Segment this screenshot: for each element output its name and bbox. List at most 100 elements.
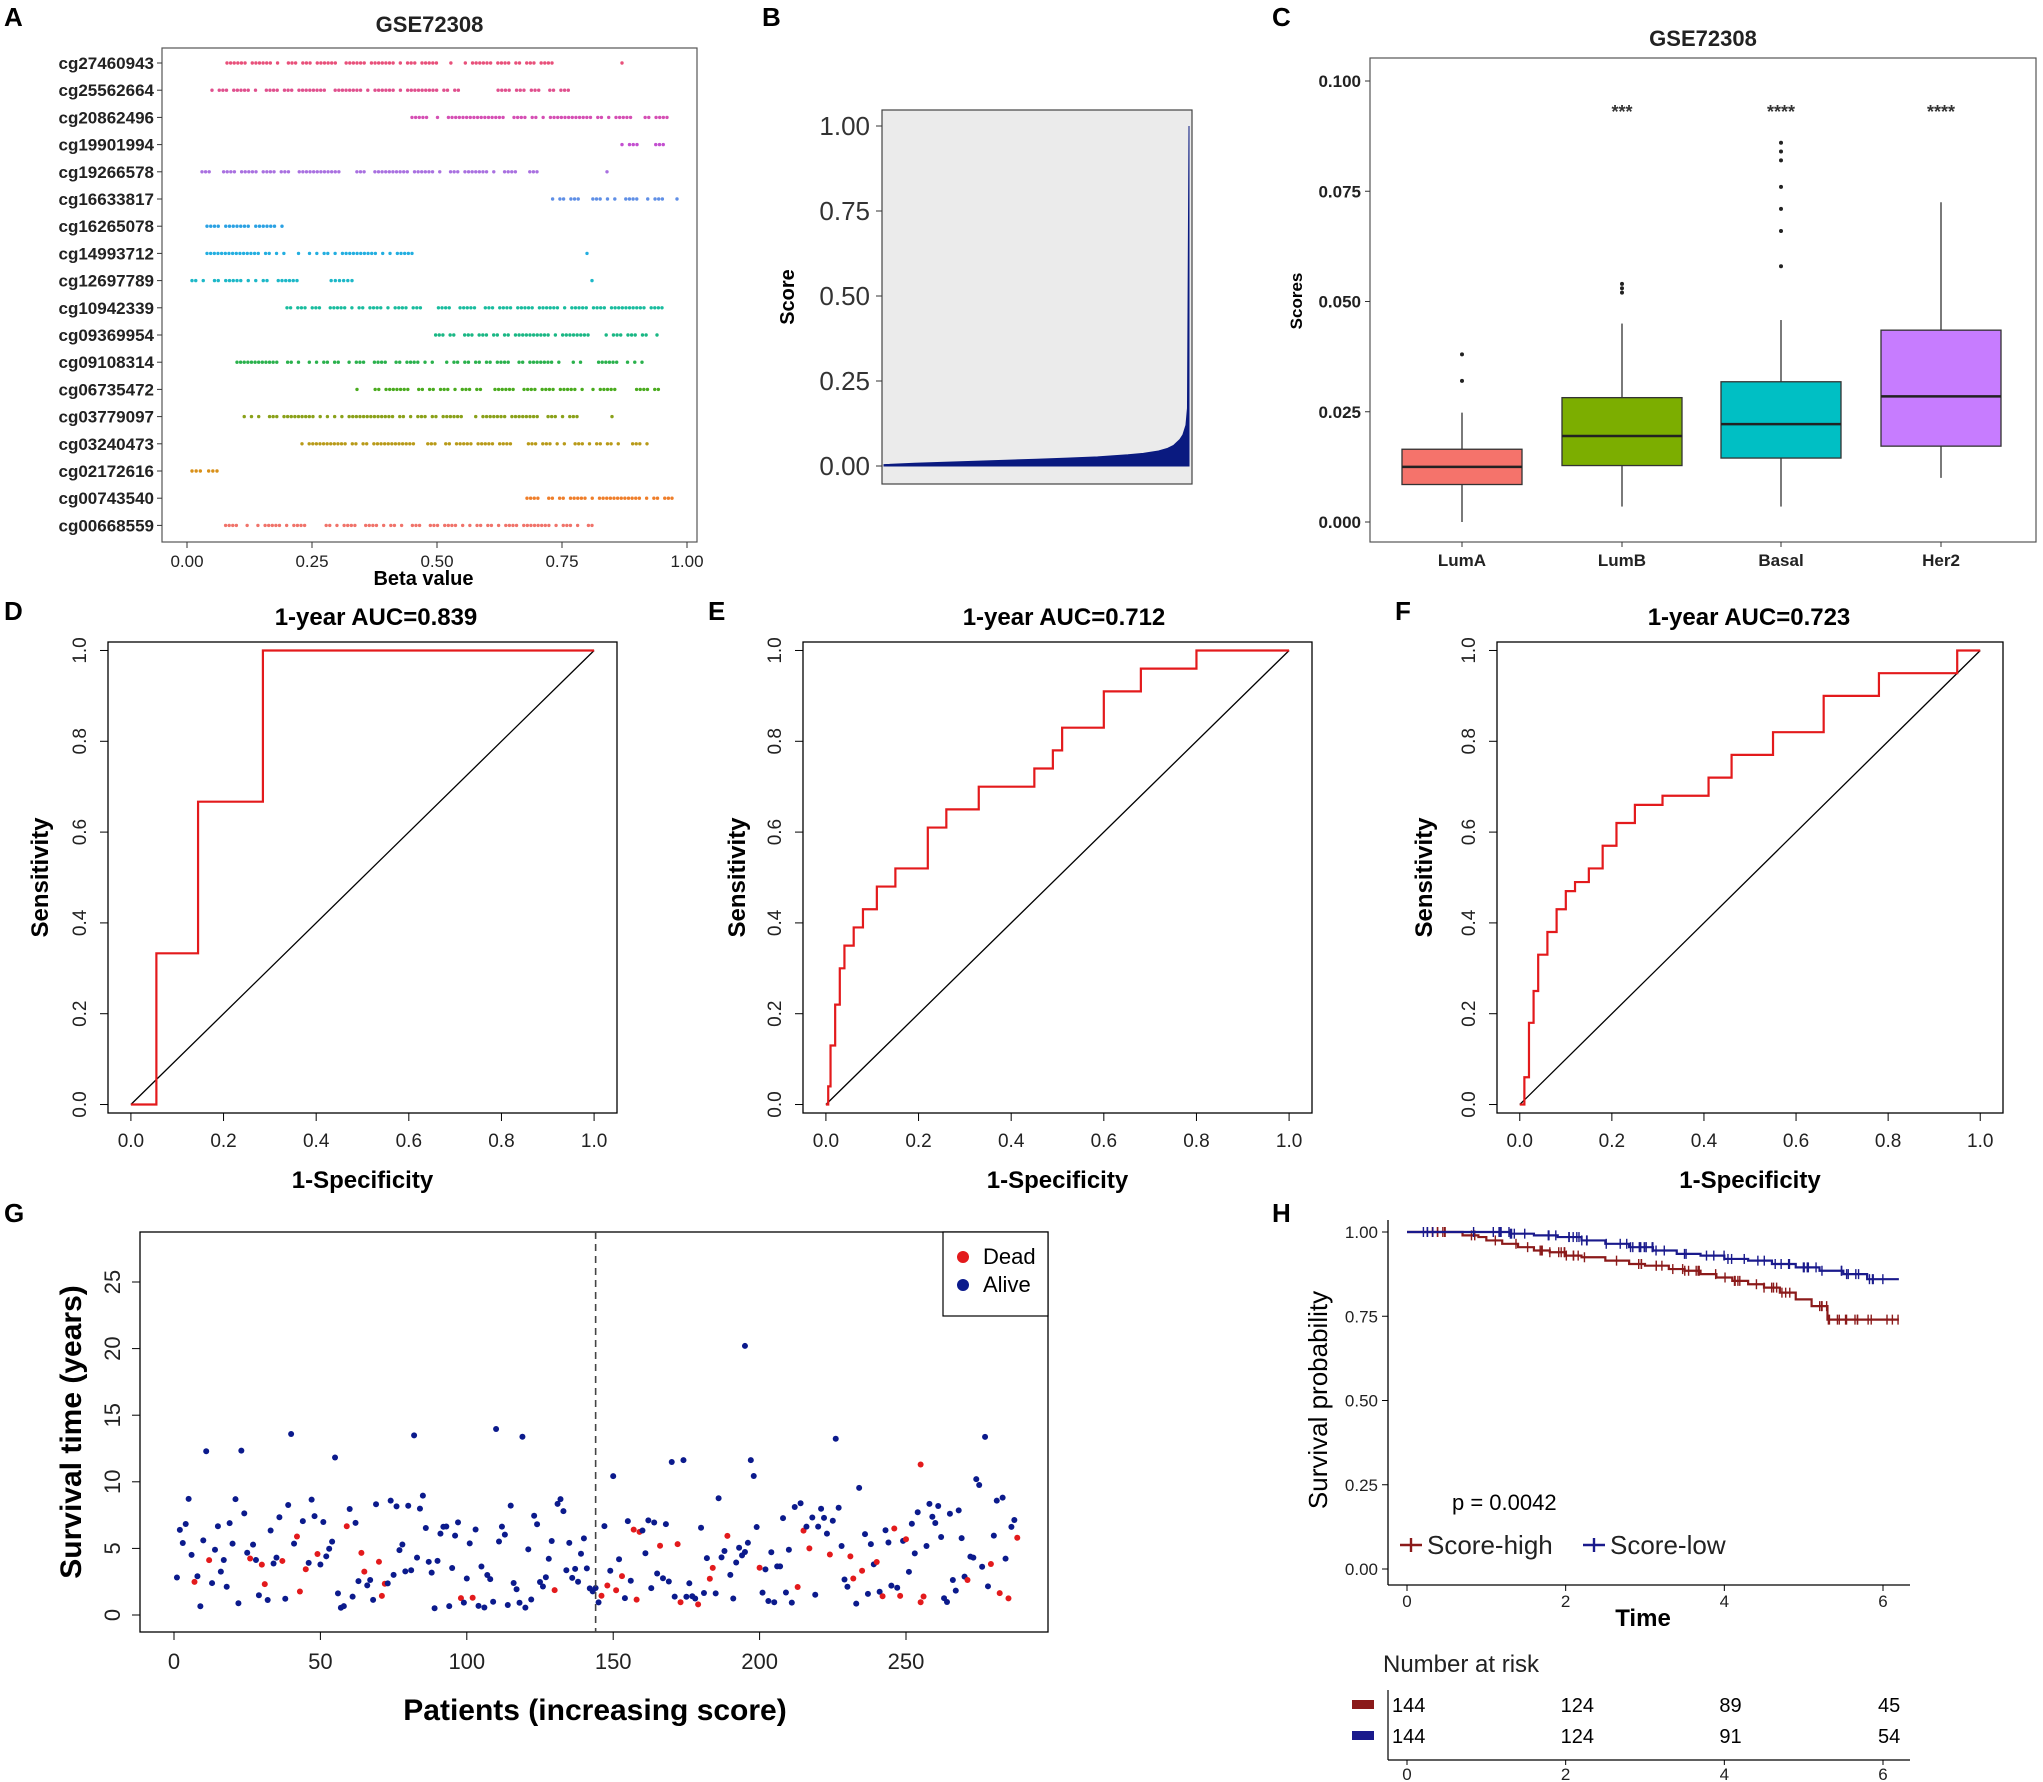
row-label: cg00668559 <box>59 516 154 535</box>
data-point <box>612 496 616 500</box>
data-point <box>430 414 435 419</box>
data-point <box>477 333 481 337</box>
data-point <box>434 61 439 65</box>
data-point <box>260 360 265 364</box>
data-point <box>483 115 487 120</box>
data-point <box>405 61 410 65</box>
data-point <box>241 1510 248 1517</box>
data-point <box>882 1527 889 1534</box>
data-point <box>670 496 674 500</box>
data-point <box>621 115 625 120</box>
data-point <box>324 523 328 528</box>
data-point <box>879 1593 886 1600</box>
p-value: p = 0.0042 <box>1452 1490 1557 1515</box>
data-point <box>625 115 629 120</box>
data-point <box>654 115 658 120</box>
data-point <box>243 170 247 174</box>
data-point <box>495 360 500 364</box>
data-point <box>484 360 489 364</box>
data-point <box>999 1494 1006 1501</box>
data-point <box>332 1454 339 1461</box>
data-point <box>587 442 592 446</box>
data-point <box>529 387 533 392</box>
data-point <box>629 333 634 337</box>
data-point <box>806 1545 813 1552</box>
data-point <box>342 523 346 528</box>
data-point <box>533 88 537 92</box>
data-point <box>280 278 284 283</box>
data-point <box>600 360 604 364</box>
data-point <box>415 306 419 310</box>
data-point <box>666 496 671 500</box>
data-point <box>500 387 504 392</box>
data-point <box>481 170 485 174</box>
row-label: cg19901994 <box>59 136 155 155</box>
data-point <box>474 61 478 65</box>
data-point <box>524 333 529 337</box>
data-point <box>686 1580 693 1587</box>
data-point <box>541 115 545 120</box>
data-point <box>295 278 299 283</box>
data-point <box>653 306 657 310</box>
data-point <box>231 278 235 283</box>
data-point <box>414 1554 421 1561</box>
data-point <box>613 306 617 310</box>
data-point <box>206 1557 213 1564</box>
data-point <box>235 88 240 92</box>
data-point <box>556 115 560 120</box>
data-point <box>621 1595 628 1602</box>
data-point <box>361 306 365 310</box>
significance-label: *** <box>1611 102 1632 122</box>
data-point <box>293 61 298 65</box>
data-point <box>929 1513 936 1520</box>
data-point <box>322 360 326 364</box>
data-point <box>391 61 395 65</box>
data-point <box>339 306 343 310</box>
chart-title: 1-year AUC=0.839 <box>275 604 478 631</box>
y-tick-label: 0.50 <box>1345 1392 1378 1411</box>
data-point <box>408 414 413 419</box>
data-point <box>386 442 390 446</box>
x-tick-label: 150 <box>595 1649 632 1674</box>
data-point <box>615 496 620 500</box>
data-point <box>299 306 304 310</box>
data-point <box>615 333 619 337</box>
data-point <box>1014 1534 1021 1541</box>
data-point <box>562 387 566 392</box>
data-point <box>421 115 425 120</box>
data-point <box>300 414 304 419</box>
data-point <box>399 251 403 256</box>
data-point <box>547 496 551 500</box>
data-point <box>586 333 590 337</box>
data-point <box>353 523 357 528</box>
data-point <box>528 496 533 500</box>
data-point <box>610 414 614 419</box>
data-point <box>410 523 415 528</box>
data-point <box>655 333 659 337</box>
data-point <box>219 251 224 256</box>
data-point <box>604 360 608 364</box>
y-tick-label: 1.0 <box>70 637 91 663</box>
data-point <box>208 251 213 256</box>
data-point <box>445 414 449 419</box>
data-point <box>594 197 599 201</box>
data-point <box>654 1570 661 1577</box>
data-point <box>402 251 407 256</box>
row-label: cg03240473 <box>59 435 154 454</box>
data-point <box>419 1492 426 1499</box>
data-point <box>386 306 390 310</box>
data-point <box>620 61 624 65</box>
data-point <box>499 414 503 419</box>
y-tick-label: 0.25 <box>1345 1476 1378 1495</box>
data-point <box>311 414 315 419</box>
data-point <box>276 278 280 283</box>
row-label: cg00743540 <box>59 489 154 508</box>
data-point <box>596 115 600 120</box>
data-point <box>671 1593 678 1600</box>
data-point <box>507 88 511 92</box>
data-point <box>530 115 534 120</box>
data-point <box>543 523 548 528</box>
data-point <box>466 1540 473 1547</box>
data-point <box>358 1549 365 1556</box>
data-point <box>835 1504 842 1511</box>
